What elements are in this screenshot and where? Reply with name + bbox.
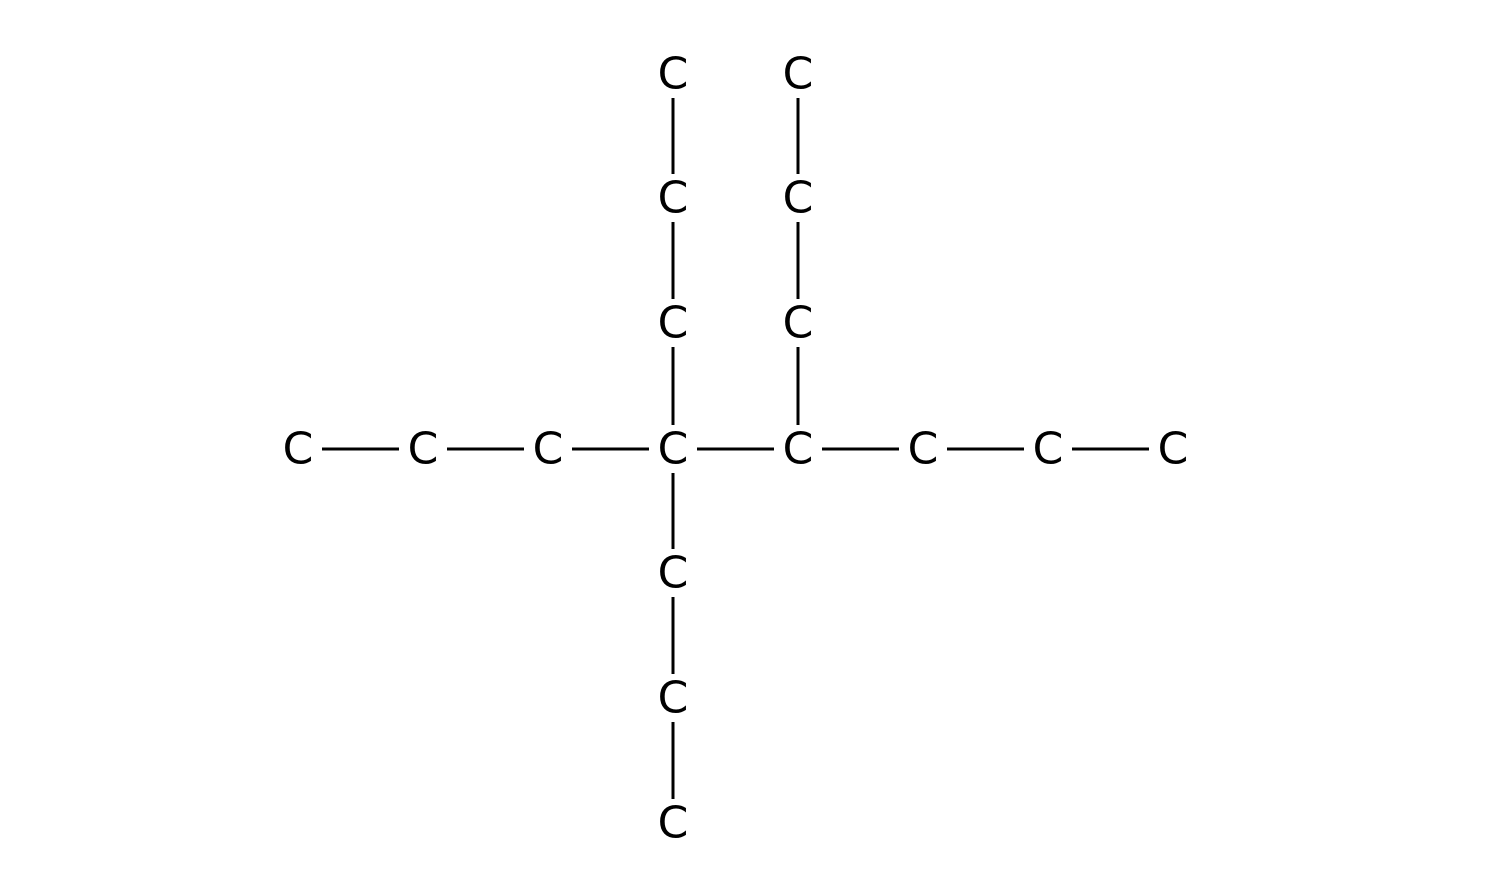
atom-label-d3: C: [658, 798, 689, 849]
atom-label-m1: C: [283, 424, 314, 475]
atom-label-m5: C: [783, 424, 814, 475]
atom-label-m3: C: [533, 424, 564, 475]
atom-label-m4: C: [658, 424, 689, 475]
atom-label-a1: C: [658, 49, 689, 100]
atom-label-a2: C: [658, 173, 689, 224]
bonds-group: [322, 98, 1149, 799]
atom-label-d1: C: [658, 548, 689, 599]
atom-label-m6: C: [908, 424, 939, 475]
atom-label-b1: C: [783, 49, 814, 100]
atom-label-b2: C: [783, 173, 814, 224]
atom-label-b3: C: [783, 298, 814, 349]
atom-label-d2: C: [658, 673, 689, 724]
atom-label-m8: C: [1158, 424, 1189, 475]
atoms-group: C C C C C C C C C C C C C C C C C: [283, 49, 1189, 849]
atom-label-m2: C: [408, 424, 439, 475]
atom-label-m7: C: [1033, 424, 1064, 475]
atom-label-a3: C: [658, 298, 689, 349]
